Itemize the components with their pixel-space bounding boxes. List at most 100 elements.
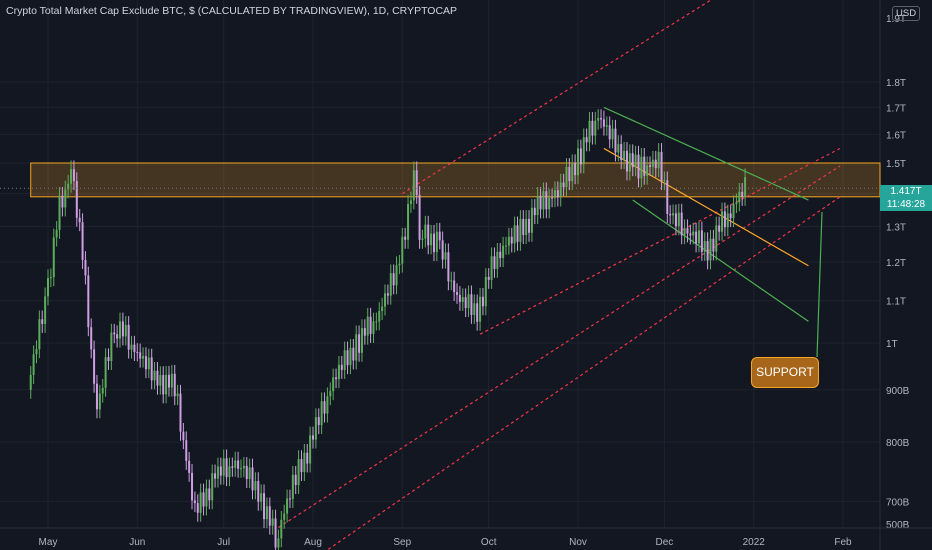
candle-body [358, 334, 361, 353]
y-tick-label: 1.2T [886, 258, 906, 269]
candle-body [70, 169, 73, 184]
candle-body [553, 190, 556, 199]
candle-body [548, 197, 551, 210]
candle-body [150, 357, 153, 381]
candle-body [579, 148, 582, 165]
candle-body [507, 236, 510, 246]
currency-button[interactable]: USD [892, 6, 921, 21]
candle-body [110, 332, 113, 361]
candle-body [470, 294, 473, 315]
candle-body [625, 150, 628, 172]
candle-body [600, 118, 603, 120]
candle-body [297, 459, 300, 486]
candle-body [536, 195, 539, 216]
x-tick-label: Jun [129, 537, 145, 548]
ascending-channel-line [401, 0, 712, 195]
candle-body [504, 245, 507, 247]
ascending-channel-line [326, 196, 841, 550]
candle-body [568, 166, 571, 182]
candle-body [326, 396, 329, 414]
candle-body [343, 350, 346, 370]
candle-body [176, 393, 179, 397]
last-price-tag: 1.417T 11:48:28 [880, 185, 932, 211]
candle-body [332, 377, 335, 392]
candle-body [130, 344, 133, 350]
y-tick-label: 1.3T [886, 223, 906, 234]
candle-body [116, 334, 119, 339]
x-tick-label: Dec [656, 537, 674, 548]
candle-body [695, 231, 698, 244]
candle-body [288, 498, 291, 500]
candle-body [352, 347, 355, 361]
candle-body [113, 332, 116, 335]
candle-body [582, 137, 585, 165]
candle-body [170, 373, 173, 388]
candle-body [640, 156, 643, 179]
candle-body [634, 154, 637, 168]
candle-body [283, 513, 286, 520]
candle-body [651, 159, 654, 167]
candle-body [721, 211, 724, 232]
candle-body [47, 278, 49, 297]
candle-body [38, 319, 41, 350]
candle-body [614, 128, 617, 153]
candle-body [268, 506, 271, 526]
candle-body [167, 374, 170, 388]
x-tick-label: Oct [481, 537, 497, 548]
candle-body [577, 148, 579, 176]
x-tick-label: Sep [393, 537, 411, 548]
candle-body [620, 144, 623, 161]
candle-body [663, 180, 666, 182]
candle-body [726, 213, 729, 228]
candle-body [597, 118, 600, 121]
candle-body [744, 177, 747, 197]
candle-body [312, 435, 314, 440]
candle-body [196, 503, 199, 513]
candle-body [484, 276, 487, 307]
candle-body [565, 166, 568, 188]
candle-body [119, 321, 122, 339]
candle-body [251, 467, 254, 491]
candle-body [121, 321, 124, 337]
candle-body [395, 265, 398, 286]
candle-body [280, 519, 283, 539]
candle-body [453, 280, 456, 293]
candle-body [300, 459, 303, 473]
x-tick-label: Aug [304, 537, 322, 548]
candle-body [479, 296, 482, 322]
candle-body [147, 357, 150, 370]
x-tick-label: Jul [217, 537, 230, 548]
candle-body [574, 163, 577, 176]
candle-body [271, 518, 274, 526]
candle-body [58, 195, 61, 230]
bar-countdown: 11:48:28 [886, 199, 926, 210]
candle-body [516, 225, 519, 242]
candle-body [510, 236, 513, 244]
candle-body [559, 182, 562, 198]
candle-body [179, 393, 182, 432]
candle-body [660, 151, 663, 182]
ascending-channel-line [479, 147, 841, 335]
y-tick-label-partial: 500B [886, 520, 910, 531]
candle-body [545, 191, 548, 210]
candle-body [306, 452, 309, 464]
candle-body [193, 500, 196, 504]
candle-body [418, 194, 421, 240]
candle-body [337, 364, 340, 380]
candle-body [669, 213, 672, 216]
candle-body [216, 466, 219, 479]
candle-body [384, 293, 387, 307]
x-tick-label: Nov [569, 537, 587, 548]
candle-body [234, 460, 237, 468]
candle-body [87, 275, 90, 328]
candle-body [265, 506, 268, 520]
candle-body [476, 303, 479, 322]
candle-body [585, 137, 588, 143]
candle-body [55, 229, 58, 238]
candle-body [188, 460, 191, 473]
candle-body [101, 387, 104, 394]
candle-body [263, 493, 266, 520]
candle-body [49, 277, 52, 279]
candle-body [594, 120, 597, 136]
